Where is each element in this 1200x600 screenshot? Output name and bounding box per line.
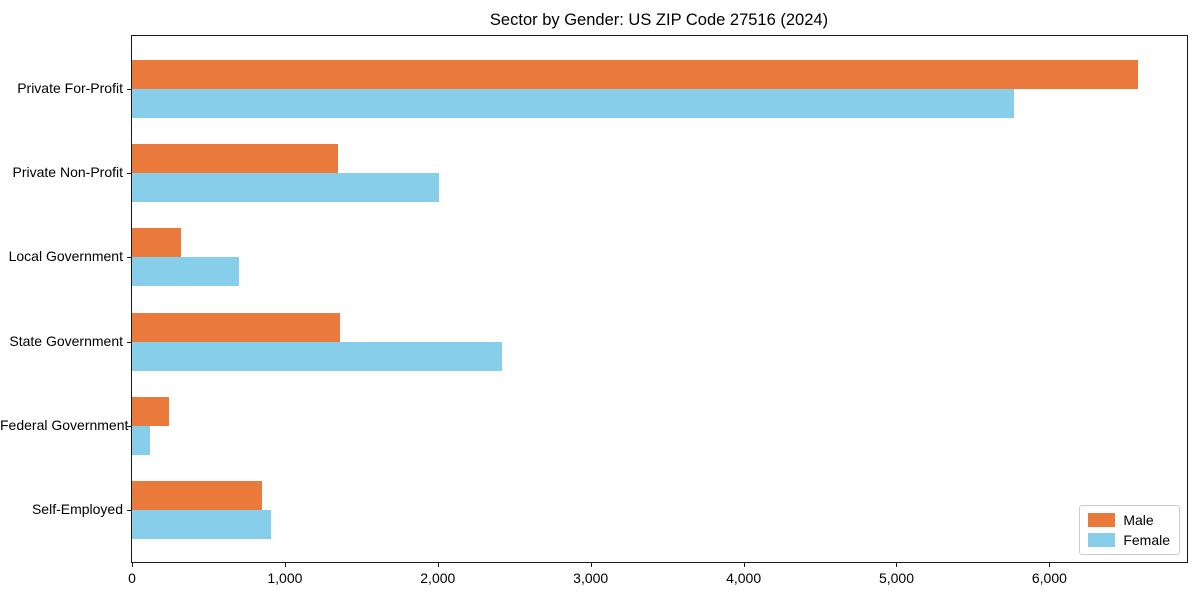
bar-female-state-government xyxy=(132,341,502,371)
y-tick-federal-government xyxy=(127,425,132,427)
x-tick-6,000 xyxy=(1049,562,1051,567)
x-axis-label-1,000: 1,000 xyxy=(267,570,303,586)
x-tick-1,000 xyxy=(284,562,286,567)
x-axis-label-0: 0 xyxy=(128,570,136,586)
legend-item-male: Male xyxy=(1088,512,1170,528)
y-axis-label-state-government: State Government xyxy=(9,332,123,349)
bar-male-private-non-profit xyxy=(132,144,339,174)
legend-item-female: Female xyxy=(1088,532,1170,548)
x-tick-0 xyxy=(132,562,133,567)
y-axis-label-self-employed: Self-Employed xyxy=(31,501,123,517)
x-tick-3,000 xyxy=(590,562,592,567)
y-axis-label-local-government: Local Government xyxy=(8,248,123,265)
bar-female-self-employed xyxy=(132,510,272,539)
x-axis-label-4,000: 4,000 xyxy=(726,570,762,586)
bar-male-private-for-profit xyxy=(132,60,1139,89)
y-axis-label-private-non-profit: Private Non-Profit xyxy=(12,164,123,181)
legend: Male Female xyxy=(1079,505,1180,555)
legend-label-female: Female xyxy=(1123,532,1170,548)
x-axis-label-6,000: 6,000 xyxy=(1031,570,1067,586)
y-tick-local-government xyxy=(127,257,132,259)
bar-male-federal-government xyxy=(132,396,169,426)
legend-swatch-male xyxy=(1088,513,1116,527)
bar-male-local-government xyxy=(132,228,181,258)
bar-female-private-for-profit xyxy=(132,89,1015,118)
bar-female-local-government xyxy=(132,257,240,287)
bar-female-private-non-profit xyxy=(132,173,440,203)
x-axis-label-5,000: 5,000 xyxy=(878,570,915,586)
y-tick-self-employed xyxy=(127,510,132,511)
y-tick-state-government xyxy=(127,341,132,343)
legend-swatch-female xyxy=(1088,533,1116,547)
x-tick-2,000 xyxy=(437,562,439,567)
x-axis-label-3,000: 3,000 xyxy=(573,570,609,586)
y-axis-label-federal-government: Federal Government xyxy=(0,416,129,433)
bar-female-federal-government xyxy=(132,425,151,455)
plot-area: Male Female xyxy=(127,35,1188,567)
x-axis-label-2,000: 2,000 xyxy=(420,570,456,586)
y-tick-private-non-profit xyxy=(127,173,132,175)
y-tick-private-for-profit xyxy=(127,89,132,90)
x-tick-4,000 xyxy=(743,562,745,567)
x-tick-5,000 xyxy=(896,562,898,567)
bar-male-state-government xyxy=(132,312,340,342)
chart-title: Sector by Gender: US ZIP Code 27516 (202… xyxy=(489,11,829,29)
y-axis-label-private-for-profit: Private For-Profit xyxy=(17,80,123,96)
legend-label-male: Male xyxy=(1123,512,1154,528)
bar-male-self-employed xyxy=(132,481,262,510)
